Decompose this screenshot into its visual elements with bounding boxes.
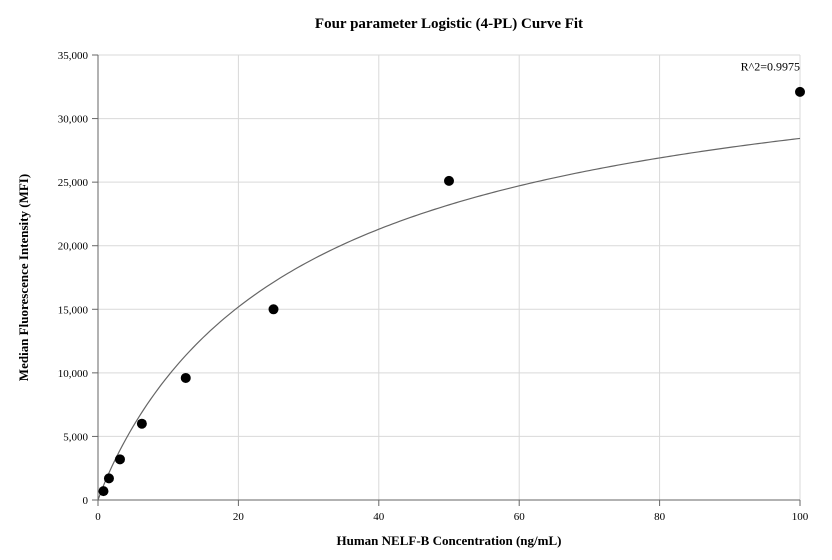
data-point [444, 176, 454, 186]
y-tick-label: 25,000 [58, 177, 89, 189]
data-point [181, 373, 191, 383]
y-tick-label: 30,000 [58, 114, 89, 126]
y-axis-label: Median Fluorescence Intensity (MFI) [16, 174, 31, 381]
x-tick-label: 60 [514, 511, 526, 523]
data-point [269, 304, 279, 314]
y-tick-label: 35,000 [58, 50, 89, 62]
x-tick-label: 100 [792, 511, 809, 523]
chart-background [0, 0, 832, 560]
y-tick-label: 5,000 [63, 431, 88, 443]
y-tick-label: 0 [83, 495, 89, 507]
x-tick-label: 40 [373, 511, 385, 523]
x-tick-label: 20 [233, 511, 245, 523]
chart-title: Four parameter Logistic (4-PL) Curve Fit [315, 16, 583, 32]
data-point [137, 419, 147, 429]
y-tick-label: 20,000 [58, 241, 89, 253]
x-tick-label: 0 [95, 511, 101, 523]
x-tick-label: 80 [654, 511, 666, 523]
y-tick-label: 10,000 [58, 368, 89, 380]
chart-svg: 0 20 40 60 80 100 0 5,000 10,000 15,000 20,000 25,0… [0, 0, 832, 560]
y-tick-label: 15,000 [58, 304, 89, 316]
data-point [795, 87, 805, 97]
chart-container: 0 20 40 60 80 100 0 5,000 10,000 15,000 20,000 25,0… [0, 0, 832, 560]
data-point [98, 486, 108, 496]
data-point [115, 454, 125, 464]
data-point [104, 473, 114, 483]
x-axis-label: Human NELF-B Concentration (ng/mL) [337, 533, 562, 548]
r-squared-annotation: R^2=0.9975 [741, 59, 800, 73]
